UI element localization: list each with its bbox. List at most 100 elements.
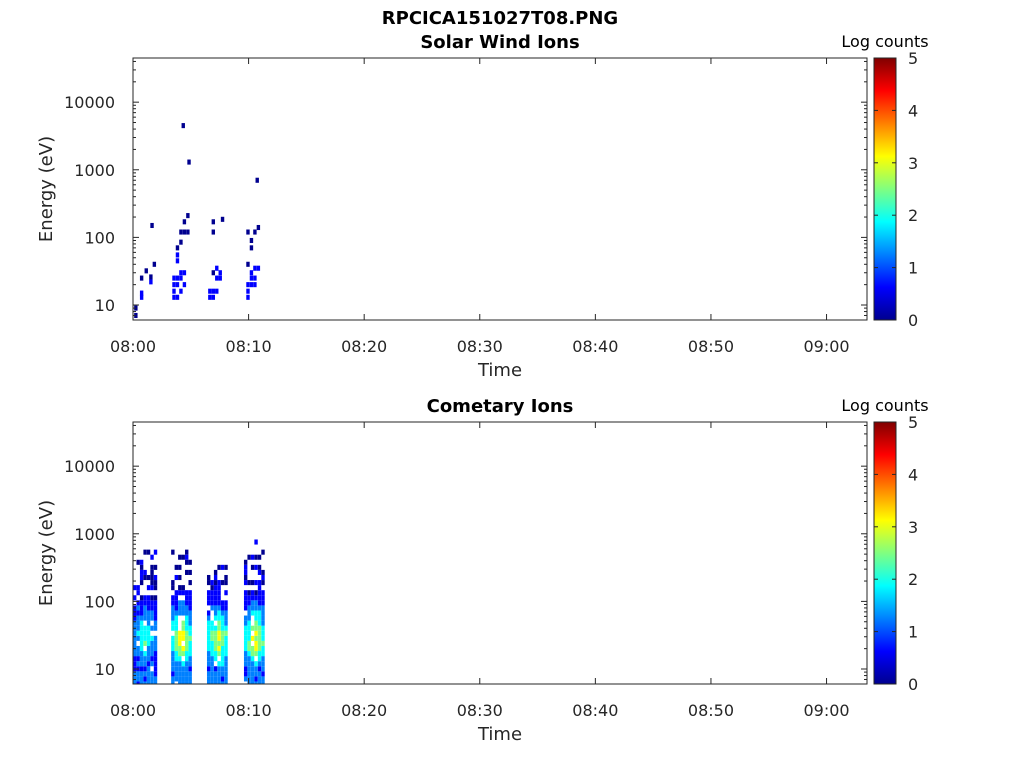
heatmap-cell	[261, 580, 265, 586]
heatmap-cell	[213, 630, 218, 636]
heatmap-cell	[243, 569, 248, 575]
heatmap-cell	[250, 610, 255, 616]
x-tick-label: 08:50	[688, 337, 734, 356]
heatmap-cell	[220, 600, 225, 606]
heatmap-cell	[188, 656, 192, 662]
heatmap-cell	[247, 656, 251, 662]
heatmap-cell	[150, 569, 154, 575]
heatmap-cell	[188, 635, 192, 641]
heatmap-cell	[146, 676, 151, 682]
heatmap-cell	[188, 681, 192, 684]
heatmap-cell	[174, 661, 179, 667]
heatmap-cell	[224, 645, 228, 652]
heatmap-cell	[261, 661, 265, 667]
heatmap-cell	[174, 645, 179, 652]
heatmap-cell	[139, 630, 144, 636]
heatmap-cell	[210, 585, 214, 591]
heatmap-cell	[213, 574, 218, 581]
colorbar-tick-label: 2	[908, 570, 918, 589]
heatmap-cell	[261, 620, 265, 626]
heatmap-cell	[261, 615, 265, 621]
heatmap-cell	[261, 595, 265, 601]
heatmap-cell	[174, 595, 179, 601]
heatmap-cell	[139, 671, 144, 677]
heatmap-cell	[171, 625, 175, 631]
heatmap-cell	[254, 595, 258, 601]
heatmap-cell	[217, 666, 221, 672]
heatmap-cell	[213, 569, 218, 575]
heatmap-cell	[178, 656, 182, 662]
heatmap-cell	[188, 651, 192, 657]
heatmap-cell	[188, 620, 192, 626]
heatmap-cell	[243, 580, 248, 586]
colorbar-tick-label: 3	[908, 518, 918, 537]
heatmap-cell	[185, 630, 189, 636]
heatmap-cell	[247, 625, 251, 631]
heatmap-cell	[139, 610, 144, 616]
heatmap-cells	[134, 123, 261, 319]
colorbar-tick-label: 0	[908, 311, 918, 330]
heatmap-cell	[253, 275, 257, 281]
heatmap-cell	[257, 666, 262, 672]
heatmap-cell	[243, 590, 248, 596]
heatmap-cell	[247, 610, 251, 616]
heatmap-cell	[136, 645, 140, 652]
x-tick-label: 08:20	[341, 701, 387, 720]
heatmap-cell	[257, 615, 262, 621]
heatmap-cell	[254, 605, 258, 611]
heatmap-cell	[254, 661, 258, 667]
heatmap-cell	[254, 645, 258, 652]
heatmap-cell	[139, 645, 144, 652]
heatmap-cell	[188, 580, 192, 586]
plot-frame	[132, 57, 868, 321]
heatmap-cell	[256, 224, 261, 231]
heatmap-cell	[175, 252, 180, 258]
heatmap-cell	[247, 615, 251, 621]
heatmap-cell	[171, 671, 175, 677]
heatmap-cell	[188, 630, 192, 636]
heatmap-cell	[182, 270, 187, 276]
heatmap-cell	[220, 671, 225, 677]
heatmap-cell	[261, 569, 265, 575]
heatmap-cell	[210, 625, 214, 631]
heatmap-cell	[217, 610, 221, 616]
heatmap-cell	[249, 245, 254, 251]
heatmap-cell	[224, 580, 228, 586]
heatmap-cell	[217, 676, 221, 682]
heatmap-cell	[182, 229, 187, 235]
heatmap-cell	[139, 666, 144, 672]
heatmap-cell	[179, 288, 183, 294]
heatmap-cell	[206, 651, 211, 657]
heatmap-cell	[133, 676, 137, 682]
heatmap-cell	[188, 666, 192, 672]
heatmap-cell	[224, 620, 228, 626]
heatmap-cell	[188, 595, 192, 601]
heatmap-cell	[136, 671, 140, 677]
heatmap-cell	[179, 275, 183, 281]
heatmap-cell	[261, 605, 265, 611]
heatmap-cell	[139, 595, 144, 601]
heatmap-cell	[188, 640, 192, 646]
heatmap-cell	[185, 590, 189, 596]
heatmap-cell	[254, 666, 258, 672]
colorbar-tick-label: 3	[908, 154, 918, 173]
colorbar-gradient	[873, 57, 897, 321]
y-axis-label: Energy (eV)	[36, 500, 57, 606]
heatmap-cell	[178, 640, 182, 646]
heatmap-cell	[188, 569, 192, 575]
heatmap-cell	[185, 569, 189, 575]
heatmap-cell	[182, 282, 187, 288]
heatmap-cell	[171, 595, 175, 601]
heatmap-cell	[213, 625, 218, 631]
heatmap-cell	[213, 645, 218, 652]
heatmap-cell	[206, 590, 211, 596]
y-tick-label: 100	[84, 592, 115, 611]
heatmap-cell	[136, 681, 140, 684]
heatmap-cell	[243, 615, 248, 621]
heatmap-cell	[175, 275, 180, 281]
heatmap-cell	[136, 585, 140, 591]
heatmap-cell	[254, 590, 258, 596]
heatmap-cell	[217, 635, 221, 641]
heatmap-cell	[250, 600, 255, 606]
heatmap-cell	[143, 615, 147, 621]
